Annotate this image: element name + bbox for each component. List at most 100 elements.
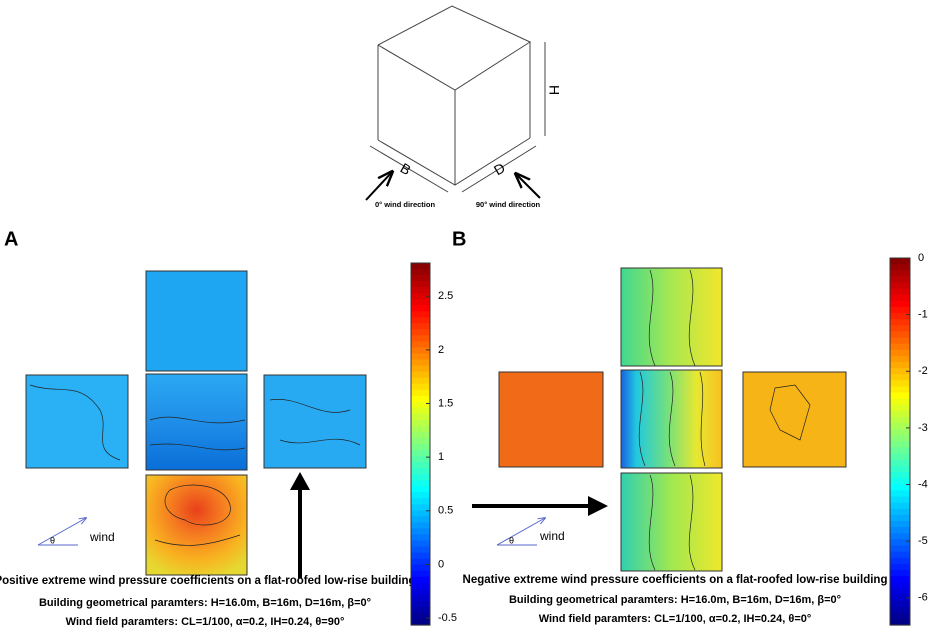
colorbar-swatch <box>411 498 430 505</box>
colorbar-swatch <box>411 594 430 602</box>
colorbar-swatch <box>411 341 430 349</box>
colorbar-swatch <box>411 480 430 487</box>
wind-arrow-head <box>588 496 608 516</box>
colorbar-swatch <box>411 317 430 324</box>
wind-icon <box>496 518 545 546</box>
colorbar-swatch <box>411 365 430 373</box>
colorbar-swatch <box>411 606 430 614</box>
colorbar-swatch <box>411 437 430 445</box>
colorbar-swatch <box>890 423 910 430</box>
roof-face <box>145 270 248 372</box>
colorbar-swatch <box>890 496 910 504</box>
colorbar-tick-label: -0.5 <box>438 612 457 624</box>
colorbar-swatch <box>411 347 430 355</box>
colorbar-tick-label: -1 <box>918 309 928 321</box>
colorbar-swatch <box>411 612 430 620</box>
panel-label: A <box>4 228 18 250</box>
colorbar-swatch <box>890 380 910 388</box>
colorbar-swatch <box>411 329 430 336</box>
colorbar-swatch <box>890 282 910 290</box>
colorbar-swatch <box>411 492 430 499</box>
caption: Building geometrical paramters: H=16.0m,… <box>509 594 841 606</box>
colorbar-tick-label: -2 <box>918 365 928 377</box>
colorbar-swatch <box>890 472 910 479</box>
colorbar-swatch <box>411 576 430 584</box>
colorbar-swatch <box>890 386 910 394</box>
caption: Wind field paramters: CL=1/100, α=0.2, I… <box>66 616 345 628</box>
colorbar-swatch <box>411 444 430 451</box>
colorbar-swatch <box>890 557 910 565</box>
colorbar-swatch <box>890 441 910 449</box>
colorbar-swatch <box>411 335 430 343</box>
colorbar-swatch <box>411 419 430 427</box>
colorbar-swatch <box>411 401 430 409</box>
colorbar-swatch <box>890 618 910 626</box>
colorbar-swatch <box>890 306 910 314</box>
colorbar-tick-label: 0.5 <box>438 505 453 517</box>
colorbar-swatch <box>411 570 430 578</box>
colorbar-swatch <box>890 453 910 461</box>
colorbar-swatch <box>411 522 430 530</box>
colorbar-swatch <box>890 331 910 339</box>
colorbar-swatch <box>411 462 430 469</box>
colorbar-tick-label: 1 <box>438 451 444 463</box>
height-label: H <box>546 85 562 95</box>
colorbar-swatch <box>890 514 910 522</box>
colorbar-swatch <box>411 287 430 294</box>
colorbar-frame <box>889 257 911 626</box>
colorbar-swatch <box>890 264 910 271</box>
colorbar-swatch <box>411 468 430 475</box>
colorbar-frame <box>410 262 431 626</box>
colorbar-swatch <box>890 465 910 473</box>
colorbar-swatch <box>411 383 430 391</box>
angle-label: θ <box>50 535 55 545</box>
colorbar-swatch <box>890 612 910 620</box>
colorbar-swatch <box>890 349 910 357</box>
contour <box>154 484 241 546</box>
colorbar-swatch <box>411 450 430 457</box>
colorbar-swatch <box>890 368 910 375</box>
contour <box>638 269 706 571</box>
colorbar-swatch <box>890 288 910 296</box>
colorbar-swatch <box>890 490 910 498</box>
caption: Building geometrical paramters: H=16.0m,… <box>39 597 371 609</box>
colorbar-swatch <box>411 395 430 403</box>
wall-face <box>263 374 367 469</box>
colorbar-swatch <box>411 588 430 596</box>
cube-diagram <box>369 5 546 193</box>
colorbar-swatch <box>411 263 430 270</box>
colorbar-swatch <box>411 540 430 548</box>
colorbar-swatch <box>890 563 910 571</box>
colorbar-swatch <box>890 404 910 412</box>
colorbar-swatch <box>411 528 430 536</box>
wind-label: wind <box>89 530 115 544</box>
wall-face <box>145 474 248 576</box>
colorbar-tick-label: -5 <box>918 535 928 547</box>
colorbar-swatch <box>411 510 430 517</box>
colorbar-swatch <box>411 582 430 590</box>
contour <box>149 416 246 451</box>
colorbar-swatch <box>411 275 430 282</box>
colorbar-swatch <box>411 311 430 318</box>
colorbar-swatch <box>411 486 430 493</box>
wall-face <box>620 369 723 469</box>
colorbar-swatch <box>890 343 910 351</box>
contour <box>29 384 121 461</box>
colorbar-swatch <box>411 558 430 566</box>
colorbar-tick-label: 2 <box>438 344 444 356</box>
colorbar-swatch <box>890 508 910 516</box>
colorbar-swatch <box>890 527 910 534</box>
wall-face <box>620 472 723 572</box>
colorbar-swatch <box>411 359 430 367</box>
panel-label: B <box>452 228 466 250</box>
colorbar-swatch <box>411 371 430 379</box>
colorbar-tick-label: -6 <box>918 592 928 604</box>
direction-label: 0° wind direction <box>375 200 436 209</box>
caption: Positive extreme wind pressure coefficie… <box>0 575 416 587</box>
angle-label: θ <box>509 535 514 545</box>
colorbar-swatch <box>890 582 910 589</box>
contour <box>269 398 361 446</box>
colorbar-swatch <box>411 407 430 415</box>
colorbar-swatch <box>890 447 910 455</box>
colorbar-swatch <box>890 435 910 443</box>
